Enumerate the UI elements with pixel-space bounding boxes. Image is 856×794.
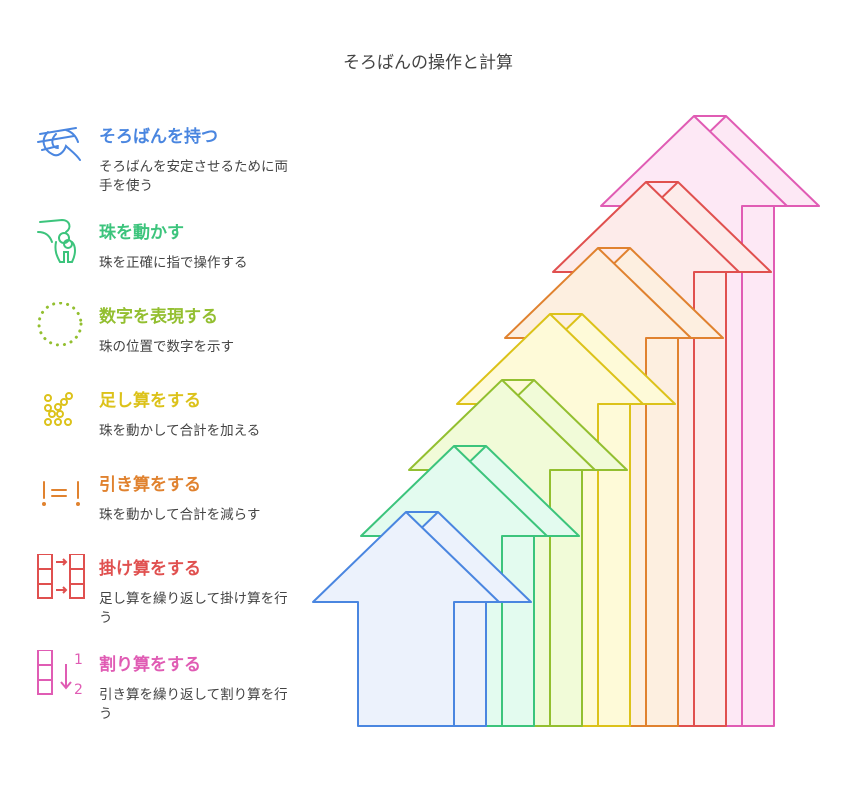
- arrow-edge: [454, 445, 579, 537]
- grid-arrows-icon: [37, 554, 85, 599]
- step-heading: 割り算をする: [99, 655, 201, 675]
- arrow-edge: [406, 511, 531, 603]
- step-description: 足し算を繰り返して掛け算を行う: [99, 591, 288, 626]
- step-heading: 引き算をする: [99, 475, 201, 495]
- step-description: 珠の位置で数字を示す: [99, 339, 234, 355]
- hands-holding-icon: [37, 127, 81, 161]
- step-heading: 足し算をする: [99, 391, 201, 411]
- step-description: そろばんを安定させるために両手を使う: [99, 159, 288, 194]
- not-equal-icon: [42, 481, 80, 506]
- dotted-circle-icon: [37, 302, 83, 347]
- step-description: 珠を動かして合計を加える: [99, 423, 261, 439]
- step-description: 珠を動かして合計を減らす: [99, 507, 261, 523]
- arrow-front-face: [312, 511, 500, 727]
- arrow-edge: [694, 115, 819, 207]
- arrow-edge: [502, 379, 627, 471]
- step-heading: 珠を動かす: [99, 223, 184, 243]
- arrow-edge: [550, 313, 675, 405]
- step-description: 珠を正確に指で操作する: [99, 255, 248, 271]
- division-label-1: 1: [74, 652, 83, 668]
- step-description: 引き算を繰り返して割り算を行う: [99, 687, 288, 722]
- arrow-edge: [646, 181, 771, 273]
- diagram-title: そろばんの操作と計算: [343, 53, 513, 73]
- beads-icon: [44, 392, 73, 426]
- arrow-hold: [312, 511, 532, 727]
- division-label-2: 2: [74, 682, 83, 698]
- arrow-edge: [598, 247, 723, 339]
- step-heading: 掛け算をする: [99, 559, 201, 579]
- step-heading: 数字を表現する: [99, 307, 218, 327]
- finger-moving-bead-icon: [37, 218, 76, 263]
- step-heading: そろばんを持つ: [99, 127, 218, 147]
- divide-grid-icon: 1 2: [37, 650, 83, 698]
